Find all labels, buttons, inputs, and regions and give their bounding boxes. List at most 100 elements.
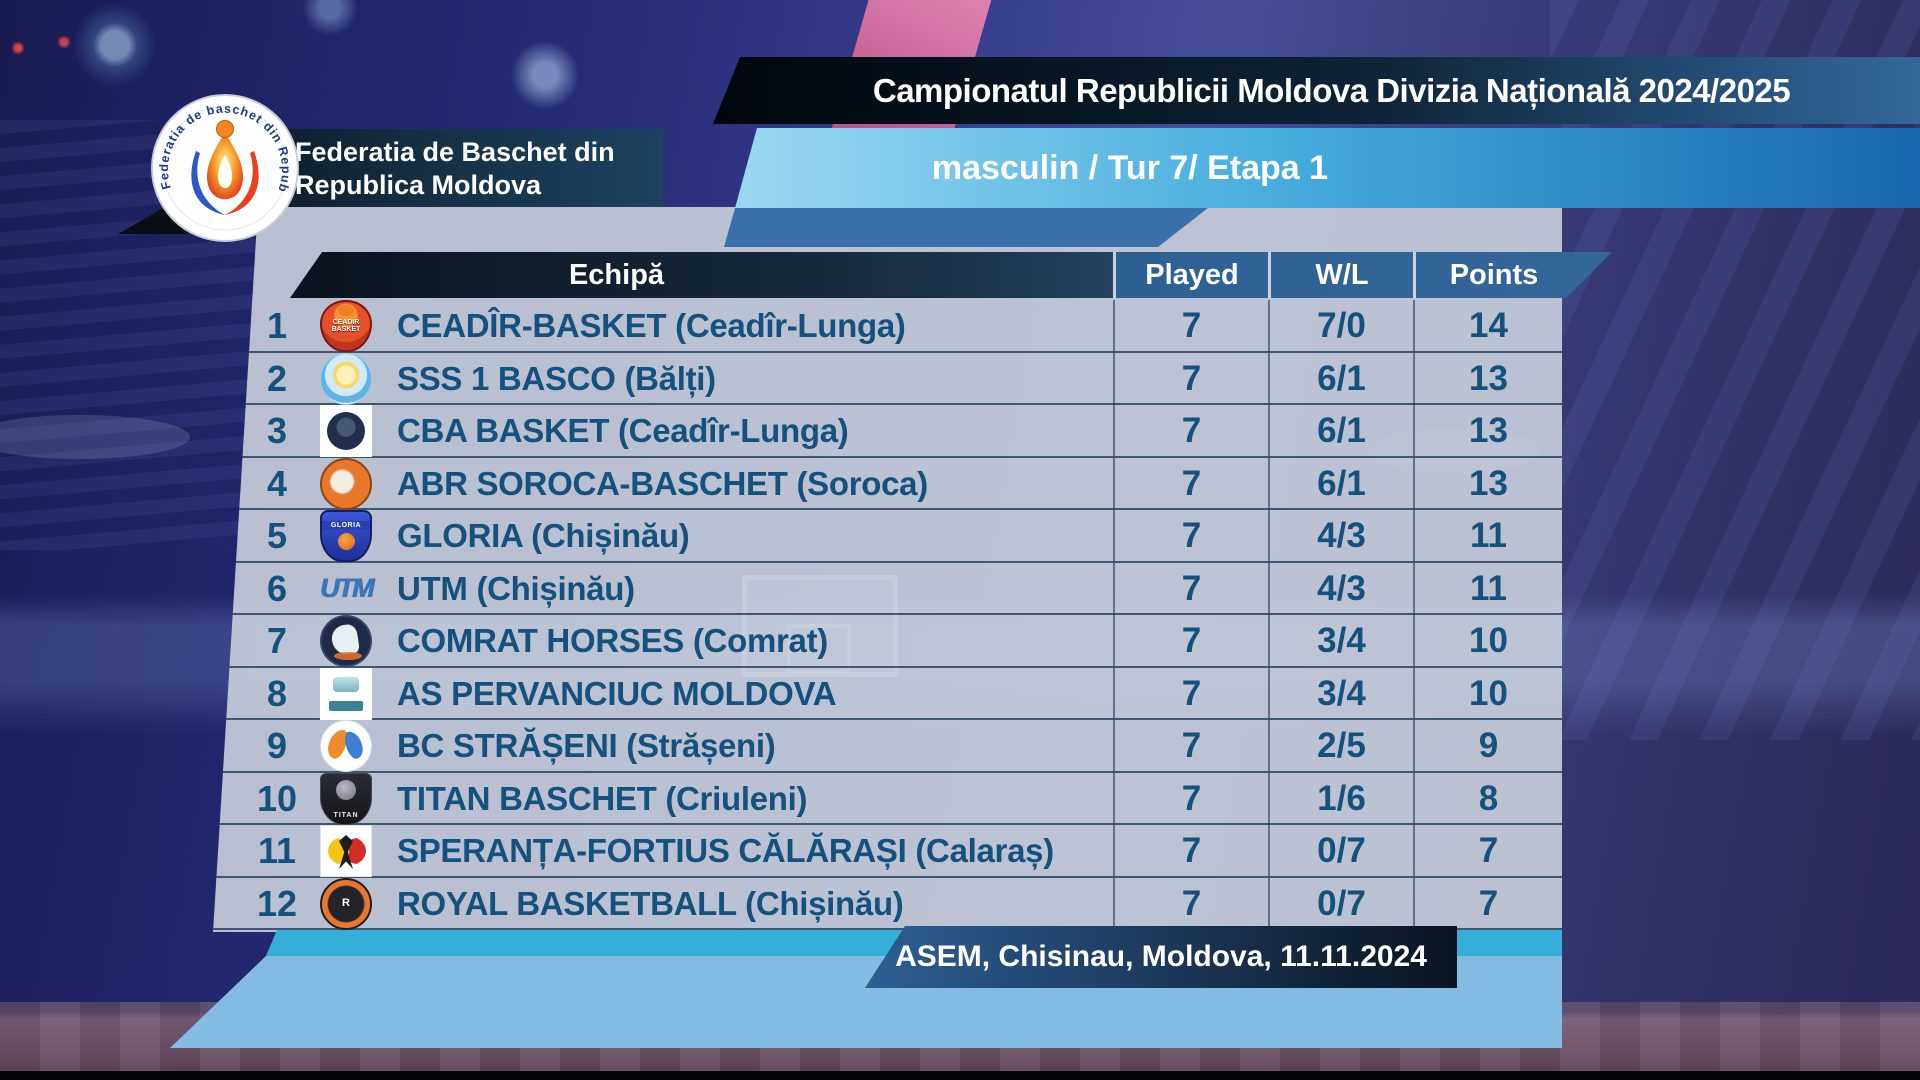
- team-logo-abr-soroca: [320, 457, 372, 510]
- standings-rows: 1 CEADIR BASKET CEADÎR-BASKET (Ceadîr-Lu…: [213, 300, 1562, 930]
- title-text: Campionatul Republicii Moldova Divizia N…: [872, 71, 1791, 109]
- rank: 6: [266, 567, 288, 609]
- team-name: SPERANȚA-FORTIUS CĂLĂRAȘI (Calaraș): [397, 832, 1054, 869]
- team-name: COMRAT HORSES (Comrat): [397, 622, 828, 659]
- played-value: 7: [1113, 300, 1268, 352]
- points-value: 13: [1413, 457, 1562, 510]
- wl-value: 2/5: [1268, 720, 1413, 772]
- title-banner: Campionatul Republicii Moldova Divizia N…: [713, 57, 1920, 124]
- header-points: Points: [1413, 252, 1612, 298]
- table-row: 1 CEADIR BASKET CEADÎR-BASKET (Ceadîr-Lu…: [213, 300, 1562, 353]
- wl-value: 7/0: [1268, 300, 1413, 352]
- header-wl: W/L: [1268, 252, 1413, 298]
- played-value: 7: [1113, 457, 1268, 510]
- federation-name-line2: Republica Moldova: [295, 170, 542, 200]
- points-value: 11: [1413, 562, 1562, 615]
- rank: 7: [266, 620, 288, 661]
- wl-value: 6/1: [1268, 457, 1413, 510]
- rank: 10: [256, 777, 298, 819]
- table-row: 8 AS PERVANCIUC MOLDOVA 7 3/4 10: [213, 667, 1562, 720]
- header-team: Echipă: [568, 258, 665, 291]
- team-name: SSS 1 BASCO (Bălți): [397, 359, 716, 397]
- points-value: 14: [1413, 300, 1562, 352]
- team-logo-cba-basket: [320, 405, 372, 457]
- points-value: 13: [1413, 352, 1562, 405]
- team-logo-ceadir-basket: CEADIR BASKET: [320, 300, 372, 352]
- played-value: 7: [1113, 667, 1268, 720]
- table-row: 10 TITAN TITAN BASCHET (Criuleni) 7 1/6 …: [213, 772, 1562, 825]
- arena-sign-left: [0, 415, 190, 459]
- team-name: TITAN BASCHET (Criuleni): [397, 779, 808, 817]
- table-row: 7 COMRAT HORSES (Comrat) 7 3/4 10: [213, 615, 1562, 668]
- team-name: AS PERVANCIUC MOLDOVA: [397, 674, 837, 712]
- rank: 1: [266, 305, 288, 346]
- team-name: UTM (Chișinău): [397, 569, 635, 607]
- points-value: 13: [1413, 405, 1562, 457]
- table-header: Echipă Played W/L Points: [290, 252, 1612, 298]
- rank: 11: [257, 830, 297, 871]
- venue-date-bar: ASEM, Chisinau, Moldova, 11.11.2024: [865, 926, 1457, 988]
- played-value: 7: [1113, 562, 1268, 615]
- points-value: 11: [1413, 510, 1562, 562]
- table-row: 3 CBA BASKET (Ceadîr-Lunga) 7 6/1 13: [213, 405, 1562, 458]
- team-name: CBA BASKET (Ceadîr-Lunga): [397, 412, 849, 449]
- wl-value: 3/4: [1268, 615, 1413, 667]
- team-logo-sss-basco: [320, 352, 372, 405]
- table-row: 2 SSS 1 BASCO (Bălți) 7 6/1 13: [213, 352, 1562, 405]
- header-played: Played: [1113, 252, 1268, 298]
- venue-date-text: ASEM, Chisinau, Moldova, 11.11.2024: [895, 940, 1427, 973]
- played-value: 7: [1113, 405, 1268, 457]
- rank: 4: [266, 462, 288, 504]
- points-value: 8: [1413, 772, 1562, 825]
- team-logo-comrat-horses: [320, 615, 372, 667]
- wl-value: 4/3: [1268, 510, 1413, 562]
- played-value: 7: [1113, 720, 1268, 772]
- rank: 5: [266, 515, 288, 556]
- table-row: 5 GLORIA GLORIA (Chișinău) 7 4/3 11: [213, 510, 1562, 563]
- team-name: GLORIA (Chișinău): [397, 517, 690, 554]
- table-row: 4 ABR SOROCA-BASCHET (Soroca) 7 6/1 13: [213, 457, 1562, 510]
- team-logo-titan-baschet: TITAN: [320, 772, 372, 825]
- wl-value: 4/3: [1268, 562, 1413, 615]
- played-value: 7: [1113, 510, 1268, 562]
- rank: 8: [266, 672, 288, 714]
- team-name: BC STRĂȘENI (Strășeni): [397, 727, 776, 764]
- wl-value: 1/6: [1268, 772, 1413, 825]
- subtitle-accent-strip: [724, 208, 1208, 247]
- wl-value: 6/1: [1268, 405, 1413, 457]
- rank: 9: [266, 725, 288, 766]
- subtitle-banner: masculin / Tur 7/ Etapa 1: [735, 128, 1920, 208]
- wl-value: 6/1: [1268, 352, 1413, 405]
- rank: 3: [266, 410, 288, 451]
- table-row: 12 R ROYAL BASKETBALL (Chișinău) 7 0/7 7: [213, 877, 1562, 930]
- wl-value: 0/7: [1268, 825, 1413, 877]
- team-logo-speranta-fortius: [320, 825, 372, 877]
- points-value: 10: [1413, 615, 1562, 667]
- team-logo-as-pervanciuc: [320, 667, 372, 720]
- rank: 2: [266, 357, 288, 399]
- federation-seal-logo: Federatia de baschet din Republica Moldo…: [150, 93, 299, 242]
- rank: 12: [256, 882, 298, 924]
- team-name: ROYAL BASKETBALL (Chișinău): [397, 884, 904, 922]
- bottom-black-strip: [0, 1071, 1920, 1080]
- played-value: 7: [1113, 352, 1268, 405]
- wl-value: 0/7: [1268, 877, 1413, 930]
- points-value: 7: [1413, 877, 1562, 930]
- played-value: 7: [1113, 825, 1268, 877]
- subtitle-text: masculin / Tur 7/ Etapa 1: [931, 149, 1329, 187]
- team-logo-royal-basketball: R: [320, 877, 372, 930]
- points-value: 7: [1413, 825, 1562, 877]
- wl-value: 3/4: [1268, 667, 1413, 720]
- federation-name-line1: Federatia de Baschet din: [295, 137, 615, 167]
- team-logo-utm: UTM: [319, 573, 375, 604]
- team-logo-gloria: GLORIA: [320, 510, 372, 562]
- table-row: 9 BC STRĂȘENI (Strășeni) 7 2/5 9: [213, 720, 1562, 773]
- played-value: 7: [1113, 772, 1268, 825]
- table-row: 6 UTM UTM (Chișinău) 7 4/3 11: [213, 562, 1562, 615]
- team-name: ABR SOROCA-BASCHET (Soroca): [397, 464, 928, 502]
- points-value: 9: [1413, 720, 1562, 772]
- standings-panel: 1 CEADIR BASKET CEADÎR-BASKET (Ceadîr-Lu…: [213, 207, 1562, 932]
- team-logo-bc-straseni: [320, 720, 372, 772]
- points-value: 10: [1413, 667, 1562, 720]
